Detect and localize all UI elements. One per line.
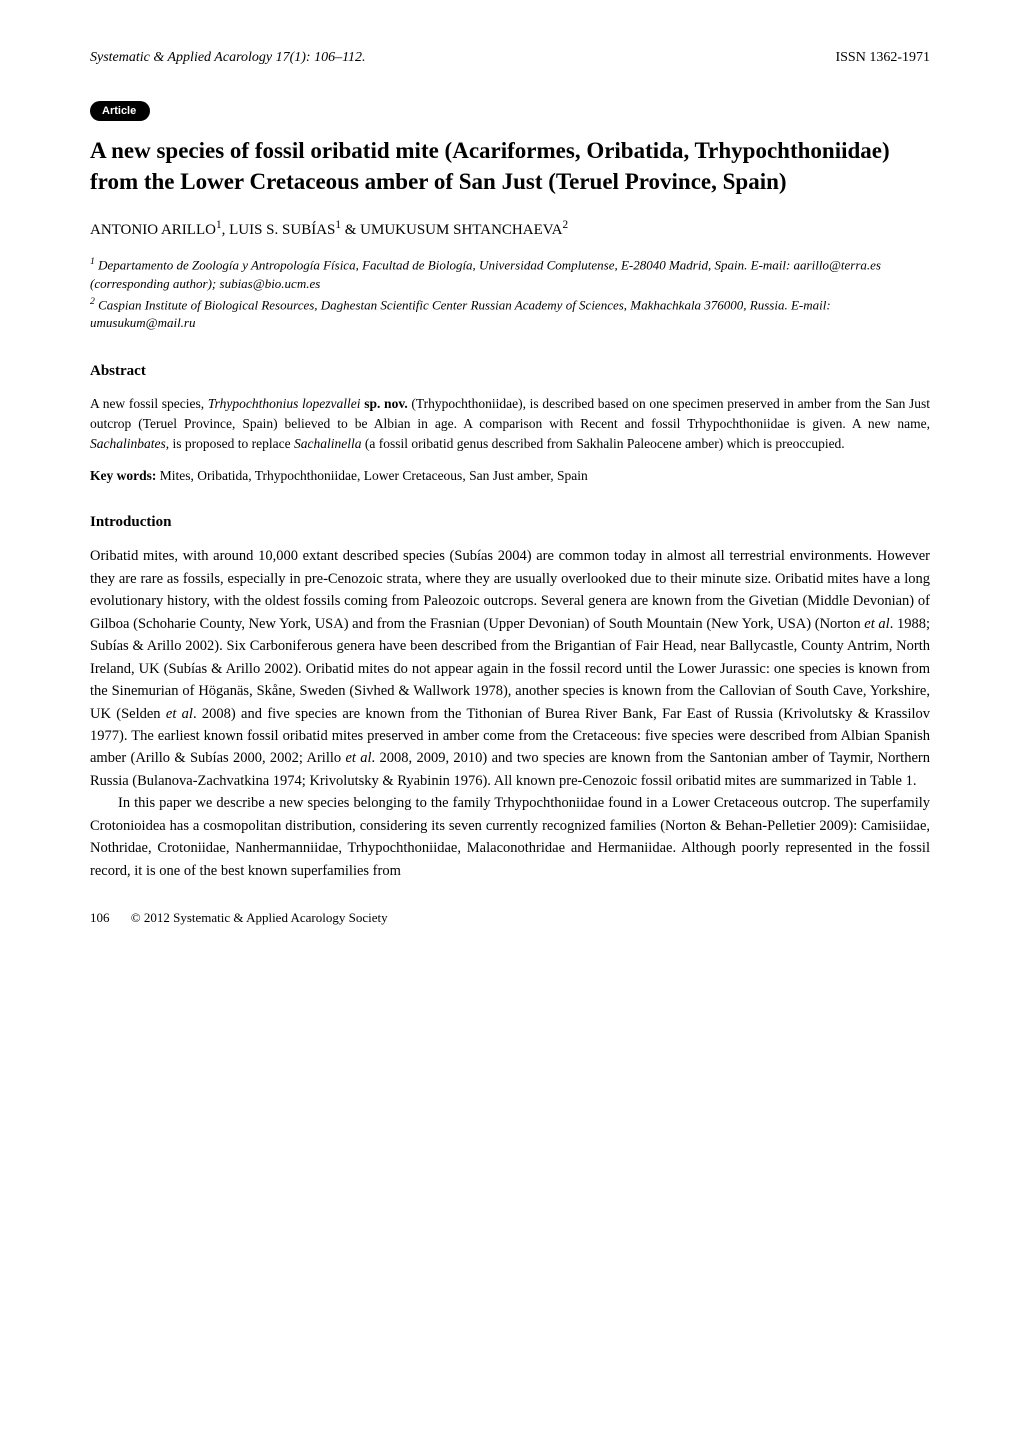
- affiliations-block: 1 Departamento de Zoología y Antropologí…: [90, 255, 930, 332]
- abstract-heading: Abstract: [90, 363, 930, 380]
- article-title: A new species of fossil oribatid mite (A…: [90, 135, 930, 197]
- introduction-section: Introduction Oribatid mites, with around…: [90, 514, 930, 882]
- abstract-body: A new fossil species, Trhypochthonius lo…: [90, 394, 930, 455]
- keywords-line: Key words: Mites, Oribatida, Trhypochtho…: [90, 468, 930, 484]
- keywords-label: Key words:: [90, 468, 156, 483]
- affiliation-1: 1 Departamento de Zoología y Antropologí…: [90, 255, 930, 293]
- intro-para-1: Oribatid mites, with around 10,000 extan…: [90, 545, 930, 792]
- affiliation-2: 2 Caspian Institute of Biological Resour…: [90, 295, 930, 333]
- authors-line: ANTONIO ARILLO1, LUIS S. SUBÍAS1 & UMUKU…: [90, 219, 930, 239]
- introduction-heading: Introduction: [90, 514, 930, 531]
- issn: ISSN 1362-1971: [835, 50, 930, 66]
- page-footer: 106 © 2012 Systematic & Applied Acarolog…: [90, 910, 930, 926]
- journal-citation: Systematic & Applied Acarology 17(1): 10…: [90, 50, 366, 66]
- copyright-line: © 2012 Systematic & Applied Acarology So…: [131, 910, 388, 925]
- page-number: 106: [90, 910, 110, 925]
- keywords-text: Mites, Oribatida, Trhypochthoniidae, Low…: [156, 468, 587, 483]
- article-type-badge: Article: [90, 101, 150, 121]
- intro-para-2: In this paper we describe a new species …: [90, 792, 930, 882]
- abstract-section: Abstract A new fossil species, Trhypocht…: [90, 363, 930, 485]
- running-header: Systematic & Applied Acarology 17(1): 10…: [90, 50, 930, 66]
